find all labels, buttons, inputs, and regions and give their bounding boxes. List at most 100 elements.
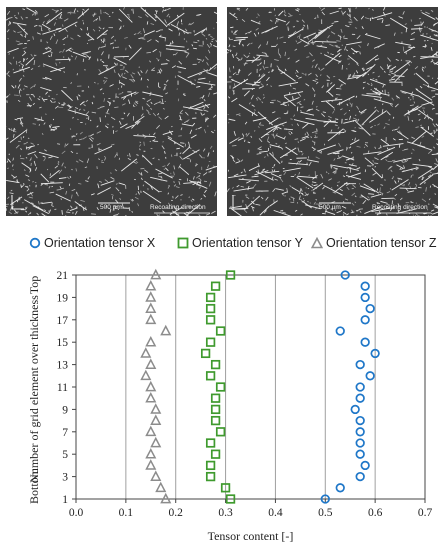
marker-y: [225, 494, 236, 504]
marker-x: [355, 449, 365, 459]
y-tick-label: 19: [57, 292, 69, 304]
marker-x: [355, 415, 365, 426]
marker-z: [160, 492, 172, 504]
marker-y: [205, 303, 216, 314]
marker-y: [205, 438, 216, 448]
marker-y: [205, 292, 216, 303]
marker-y: [210, 415, 221, 426]
marker-x: [355, 382, 365, 392]
marker-z: [150, 436, 162, 448]
y-tick-label: 15: [57, 337, 69, 349]
marker-y: [225, 270, 236, 280]
marker-z: [145, 447, 157, 459]
y-tick-label: 11: [57, 382, 68, 394]
x-tick-label: 0.6: [368, 507, 383, 519]
fiber-texture: [227, 7, 438, 216]
marker-y: [205, 315, 216, 325]
scale-bar-label: 500 µm: [100, 204, 122, 211]
marker-z: [140, 369, 152, 381]
marker-y: [210, 393, 221, 403]
chart-legend: Orientation tensor X Orientation tensor …: [0, 236, 444, 252]
recoating-direction-label: Recoating direction: [150, 204, 206, 211]
marker-y: [215, 326, 226, 336]
marker-x: [340, 270, 350, 280]
x-tick-label: 0.2: [169, 507, 184, 519]
micrograph-left: 500 µm Recoating direction: [6, 7, 217, 216]
marker-z: [145, 380, 157, 392]
marker-x: [370, 348, 380, 359]
legend-label-z: Orientation tensor Z: [326, 236, 437, 250]
marker-z: [145, 302, 157, 313]
marker-x: [360, 292, 370, 303]
top-label: Top: [27, 276, 41, 295]
axes: [72, 274, 426, 503]
y-tick-label: 7: [62, 427, 68, 439]
marker-y: [210, 404, 221, 415]
axis-arrows-icon: [232, 195, 245, 210]
recoating-direction-label: Recoating direction: [372, 204, 428, 211]
marker-x: [350, 404, 360, 415]
axis-arrows-icon: [11, 195, 24, 210]
marker-y: [210, 359, 221, 370]
x-tick-label: 0.4: [268, 507, 283, 519]
data-markers: [140, 268, 380, 504]
y-tick-label: 5: [62, 449, 68, 461]
bottom-label: Bottom: [27, 467, 41, 504]
marker-x: [360, 337, 370, 347]
micrograph-texture: [227, 7, 438, 216]
marker-y: [205, 371, 216, 381]
marker-z: [145, 425, 157, 437]
micrograph-right: 500 µm Recoating direction: [227, 7, 438, 216]
marker-y: [210, 281, 221, 291]
y-tick-label: 17: [57, 315, 69, 327]
marker-z: [145, 335, 157, 347]
marker-z: [145, 291, 157, 302]
marker-z: [145, 279, 157, 291]
marker-y: [205, 337, 216, 347]
marker-x: [335, 483, 345, 493]
marker-z: [150, 403, 162, 414]
legend-item-z: Orientation tensor Z: [311, 236, 436, 250]
marker-y: [220, 483, 231, 493]
micrograph-texture: [6, 7, 217, 216]
marker-x: [360, 281, 370, 291]
marker-z: [155, 481, 167, 493]
plot-frame: [75, 274, 426, 500]
x-tick-label: 0.5: [318, 507, 333, 519]
x-tick-label: 0.0: [69, 507, 84, 519]
marker-x: [365, 371, 375, 381]
tick-labels: 0.0 0.1 0.2 0.3 0.4 0.5 0.6 0.71357911131517192…: [57, 270, 433, 519]
marker-x: [355, 359, 365, 370]
fiber-texture: [6, 7, 217, 216]
marker-x: [355, 438, 365, 448]
micrograph-background: [227, 7, 438, 216]
marker-x: [360, 315, 370, 325]
marker-y: [215, 427, 226, 437]
marker-z: [160, 324, 172, 336]
marker-z: [150, 470, 162, 481]
marker-x: [355, 393, 365, 403]
y-tick-label: 1: [62, 494, 68, 506]
marker-z: [145, 358, 157, 369]
marker-z: [150, 268, 162, 280]
marker-y: [210, 449, 221, 459]
marker-z: [140, 347, 152, 358]
scale-bar-label: 500 µm: [319, 204, 341, 211]
legend-label-y: Orientation tensor Y: [192, 236, 303, 250]
marker-x: [320, 494, 330, 504]
marker-x: [355, 471, 365, 482]
marker-x: [365, 303, 375, 314]
orientation-tensor-chart: 0.0 0.1 0.2 0.3 0.4 0.5 0.6 0.71357911131517192…: [27, 268, 433, 543]
marker-x: [335, 326, 345, 336]
marker-z: [145, 313, 157, 325]
marker-y: [200, 348, 211, 359]
square-marker-icon: [177, 237, 189, 249]
grid-lines: [125, 275, 376, 499]
marker-y: [205, 471, 216, 482]
x-tick-label: 0.3: [218, 507, 233, 519]
marker-x: [360, 460, 370, 471]
marker-z: [145, 459, 157, 470]
marker-y: [215, 382, 226, 392]
y-tick-label: 21: [57, 270, 69, 282]
y-tick-label: 13: [57, 360, 69, 372]
